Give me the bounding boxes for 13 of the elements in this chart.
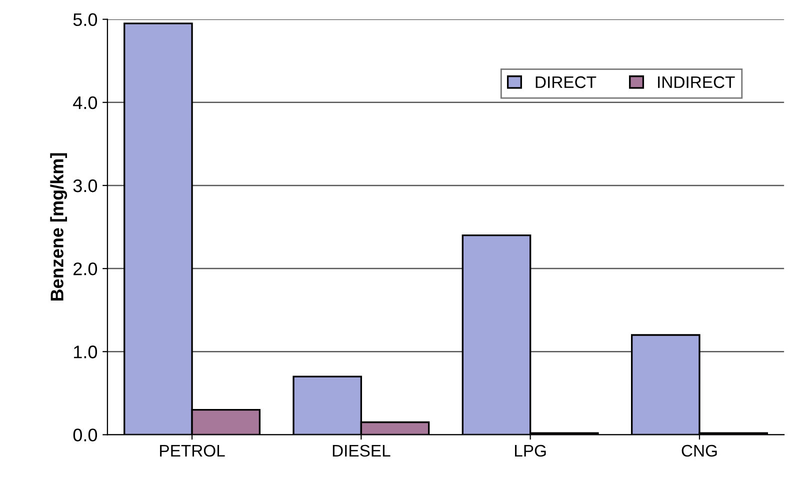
y-axis-title: Benzene [mg/km] (50, 153, 68, 301)
x-tick-label: DIESEL (332, 444, 390, 457)
y-tick-label: 5.0 (73, 13, 98, 26)
legend-label: DIRECT (536, 76, 596, 88)
x-tick-label: PETROL (160, 444, 225, 457)
x-tick-label: LPG (515, 444, 546, 457)
y-tick-label: 0.0 (73, 428, 98, 442)
y-tick-label: 3.0 (73, 179, 98, 192)
legend-label: INDIRECT (658, 76, 735, 88)
x-tick-label: CNG (682, 444, 717, 457)
y-tick-label: 2.0 (74, 262, 98, 276)
y-tick-label: 1.0 (74, 346, 98, 358)
y-tick-label: 4.0 (73, 96, 98, 110)
